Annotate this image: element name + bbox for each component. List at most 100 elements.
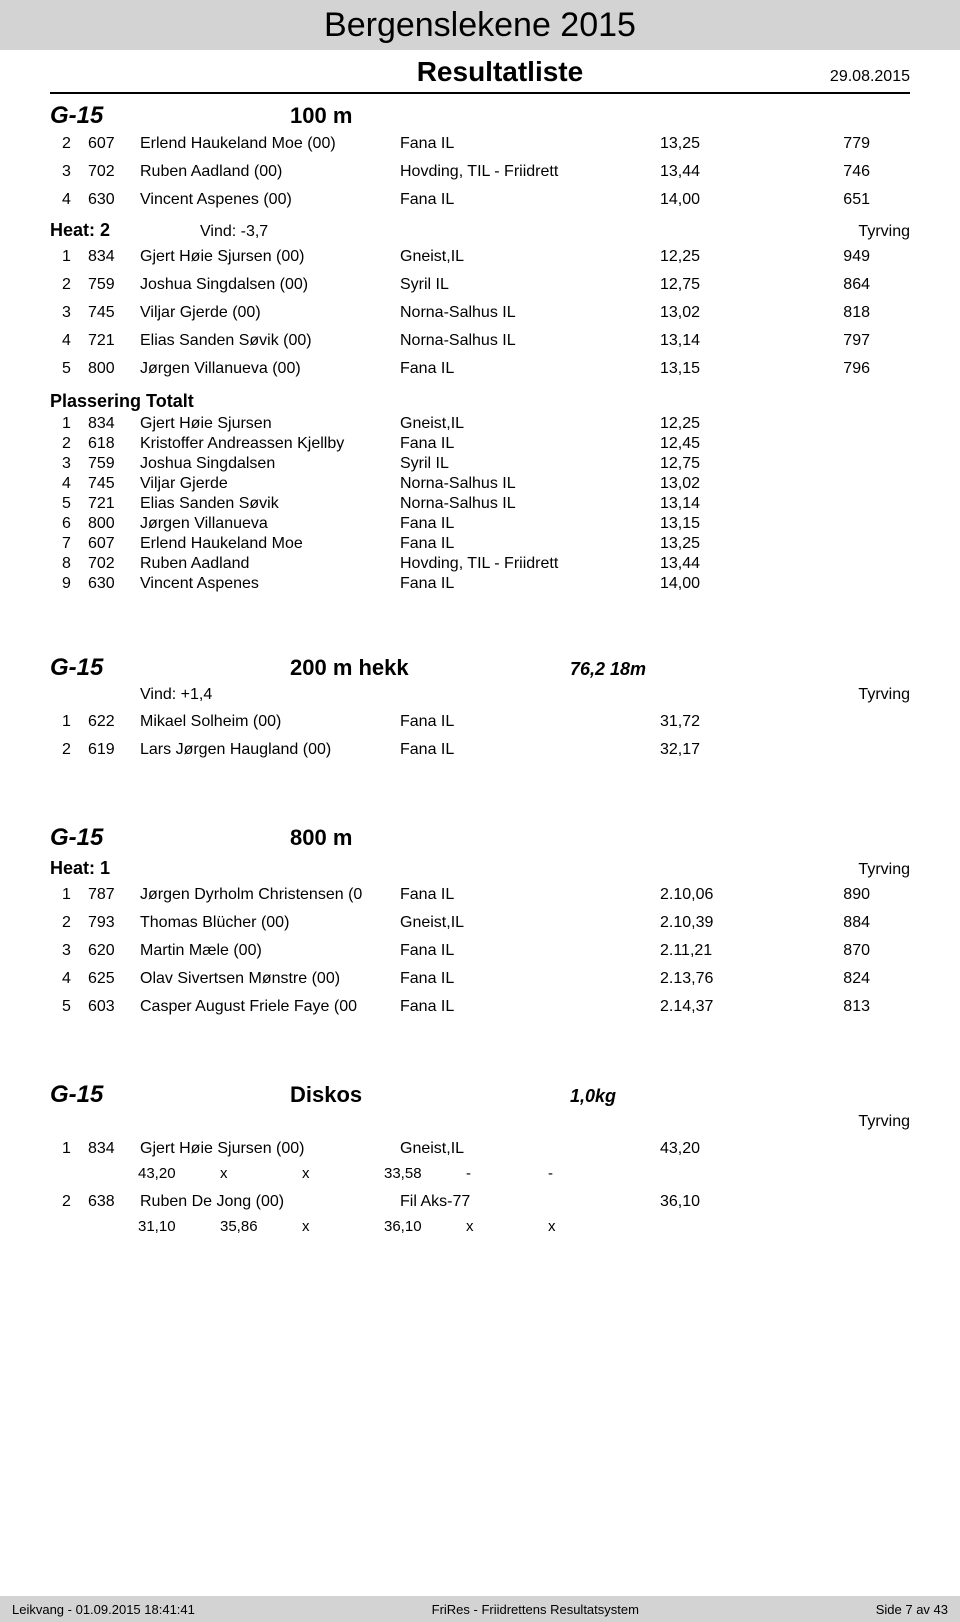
points: 864 [760,276,870,294]
points: 818 [760,304,870,322]
result: 13,44 [660,555,760,573]
heat-scoring: Tyrving [858,223,910,241]
club: Gneist,IL [400,1140,660,1158]
athlete-name: Kristoffer Andreassen Kjellby [140,435,400,453]
place: 3 [50,942,88,960]
points: 884 [760,914,870,932]
place: 5 [50,998,88,1016]
event-sub: Vind: +1,4 Tyrving [50,686,910,704]
result: 12,75 [660,455,760,473]
attempt-marks: 31,1035,86x36,10xx [50,1216,910,1241]
event-category: G-15 [50,1081,290,1109]
bib: 638 [88,1193,140,1211]
event-header-200mh: G-15 200 m hekk 76,2 18m [50,654,910,682]
result-row: 1787Jørgen Dyrholm Christensen (0Fana IL… [50,881,910,909]
attempt: 31,10 [138,1218,220,1235]
heat-label: Heat: 1 [50,858,200,879]
result-row: 4630Vincent Aspenes (00)Fana IL14,00651 [50,186,910,214]
total-row: 9630Vincent AspenesFana IL14,00 [50,574,910,594]
place: 8 [50,555,88,573]
result: 13,25 [660,135,760,153]
athlete-name: Gjert Høie Sjursen [140,415,400,433]
club: Fana IL [400,575,660,593]
club: Syril IL [400,276,660,294]
total-row: 6800Jørgen VillanuevaFana IL13,15 [50,514,910,534]
club: Fana IL [400,998,660,1016]
event-header-diskos: G-15 Diskos 1,0kg [50,1081,910,1109]
result: 31,72 [660,713,760,731]
athlete-name: Vincent Aspenes (00) [140,191,400,209]
result: 12,75 [660,276,760,294]
athlete-name: Erlend Haukeland Moe [140,535,400,553]
place: 2 [50,276,88,294]
result: 2.11,21 [660,942,760,960]
athlete-name: Jørgen Villanueva (00) [140,360,400,378]
points: 651 [760,191,870,209]
athlete-name: Ruben Aadland (00) [140,163,400,181]
attempt: x [466,1218,548,1235]
bib: 721 [88,332,140,350]
athlete-name: Joshua Singdalsen (00) [140,276,400,294]
bib: 745 [88,475,140,493]
athlete-name: Viljar Gjerde (00) [140,304,400,322]
event-sub: Tyrving [50,1113,910,1131]
attempt: 43,20 [138,1165,220,1182]
bib: 759 [88,455,140,473]
footer-center: FriRes - Friidrettens Resultatsystem [195,1602,876,1617]
result-row: 3702Ruben Aadland (00)Hovding, TIL - Fri… [50,158,910,186]
place: 3 [50,163,88,181]
result: 13,25 [660,535,760,553]
place: 2 [50,135,88,153]
bib: 800 [88,515,140,533]
total-row: 1834Gjert Høie SjursenGneist,IL12,25 [50,414,910,434]
place: 1 [50,415,88,433]
bib: 702 [88,163,140,181]
points: 890 [760,886,870,904]
club: Norna-Salhus IL [400,495,660,513]
result: 12,25 [660,415,760,433]
bib: 787 [88,886,140,904]
event-category: G-15 [50,824,290,852]
athlete-name: Mikael Solheim (00) [140,713,400,731]
place: 2 [50,914,88,932]
event-header-100m: G-15 100 m [50,102,910,130]
event-category: G-15 [50,102,290,130]
attempt: x [548,1218,630,1235]
athlete-name: Vincent Aspenes [140,575,400,593]
athlete-name: Joshua Singdalsen [140,455,400,473]
totals-title: Plassering Totalt [50,391,910,412]
bib: 603 [88,998,140,1016]
place: 4 [50,970,88,988]
result: 13,15 [660,360,760,378]
event-param: 76,2 18m [570,659,646,680]
club: Syril IL [400,455,660,473]
points: 813 [760,998,870,1016]
club: Gneist,IL [400,248,660,266]
club: Fana IL [400,435,660,453]
result: 14,00 [660,575,760,593]
attempt: 33,58 [384,1165,466,1182]
event-param: 1,0kg [570,1086,616,1107]
athlete-name: Jørgen Dyrholm Christensen (0 [140,886,400,904]
result-row: 2793Thomas Blücher (00)Gneist,IL2.10,398… [50,909,910,937]
result: 36,10 [660,1193,760,1211]
total-row: 2618Kristoffer Andreassen KjellbyFana IL… [50,434,910,454]
result-row: 2638Ruben De Jong (00)Fil Aks-7736,10 [50,1188,910,1216]
result-row: 5800Jørgen Villanueva (00)Fana IL13,1579… [50,355,910,383]
attempt: - [466,1165,548,1182]
club: Fana IL [400,135,660,153]
result-row: 4721Elias Sanden Søvik (00)Norna-Salhus … [50,327,910,355]
doc-subtitle: Resultatliste [170,56,830,88]
athlete-name: Gjert Høie Sjursen (00) [140,248,400,266]
result: 14,00 [660,191,760,209]
place: 7 [50,535,88,553]
bib: 620 [88,942,140,960]
event-scoring: Tyrving [858,686,910,704]
attempt: x [302,1165,384,1182]
points: 824 [760,970,870,988]
event-name: 800 m [290,825,570,851]
result-row: 1834Gjert Høie Sjursen (00)Gneist,IL43,2… [50,1135,910,1163]
points: 949 [760,248,870,266]
club: Fana IL [400,360,660,378]
event-name: 200 m hekk [290,655,570,681]
